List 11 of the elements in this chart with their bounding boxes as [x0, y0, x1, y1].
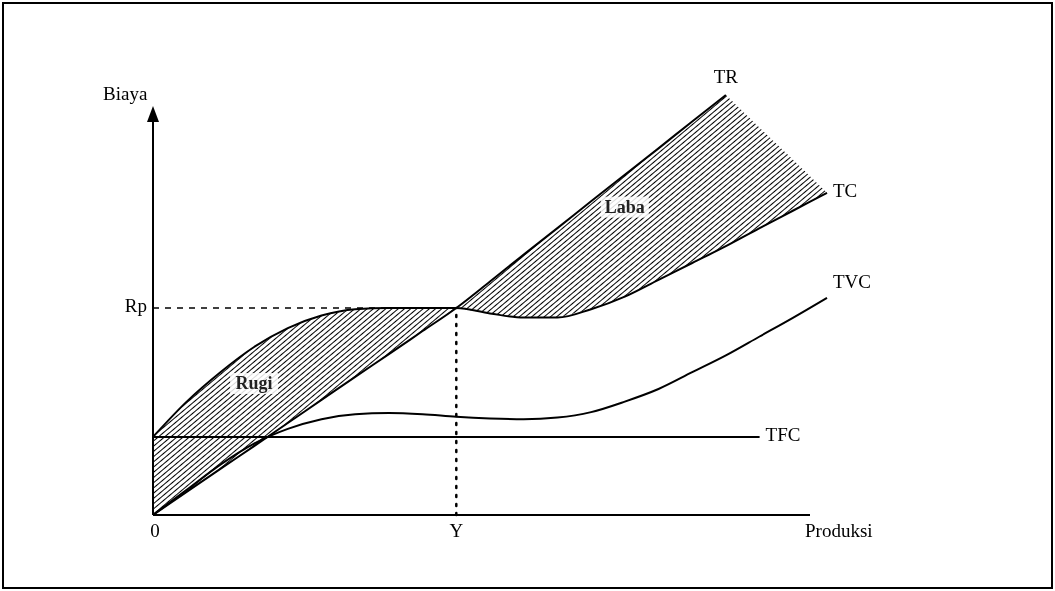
series-label: TR [713, 66, 739, 88]
text: 0 [150, 520, 160, 541]
annotation: Laba [604, 196, 645, 217]
ref-line-label: Rp [124, 295, 147, 317]
x-axis-title: Produksi [805, 520, 873, 541]
text: Y [449, 520, 464, 541]
series-label: TC [833, 180, 858, 202]
series-label: TFC [765, 424, 801, 446]
series-label: TVC [833, 271, 871, 293]
annotation: Rugi [235, 373, 273, 393]
y-axis-title: Biaya [103, 83, 148, 104]
